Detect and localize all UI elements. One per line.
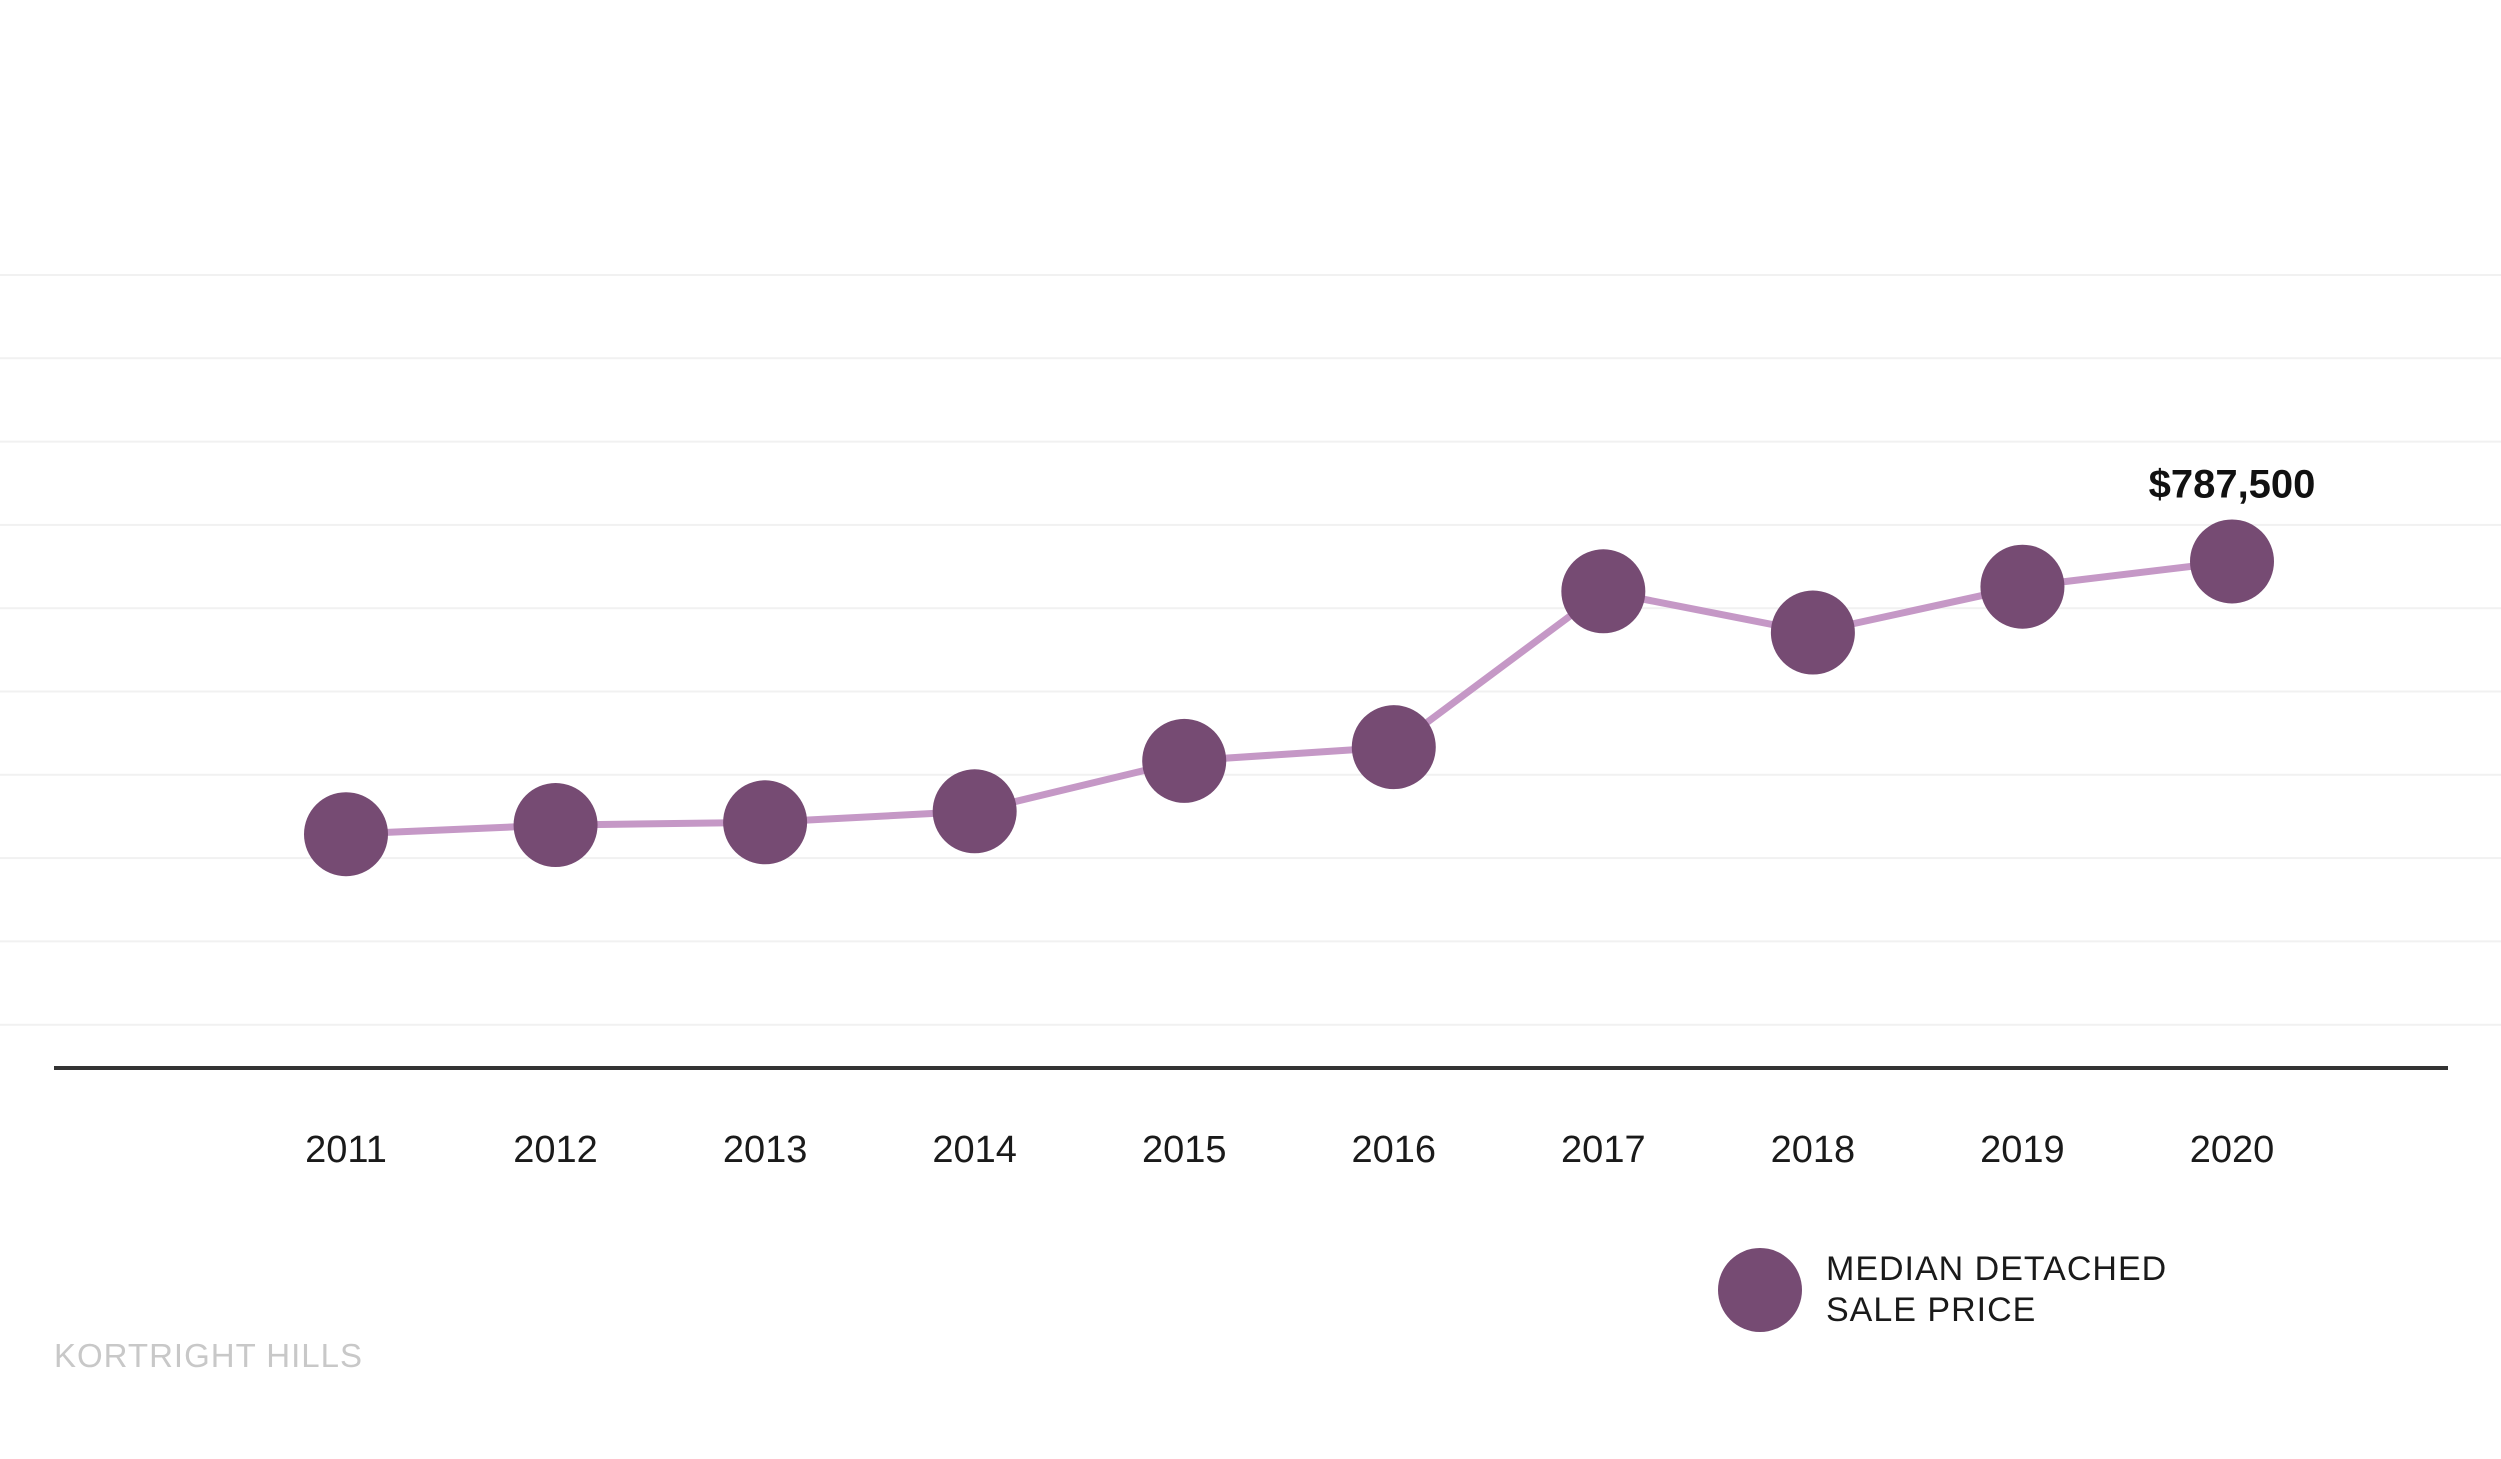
legend-label-line1: MEDIAN DETACHED <box>1826 1250 2168 1288</box>
data-point-2016 <box>1351 705 1436 790</box>
legend-label: MEDIAN DETACHED SALE PRICE <box>1826 1249 2167 1331</box>
data-point-2015 <box>1142 718 1227 803</box>
data-point-2019 <box>1980 544 2065 629</box>
x-tick-label: 2018 <box>1771 1129 1856 1171</box>
x-tick-label: 2020 <box>2190 1129 2275 1171</box>
x-tick-label: 2014 <box>932 1129 1017 1171</box>
legend: MEDIAN DETACHED SALE PRICE <box>1718 1248 2167 1332</box>
data-point-2012 <box>513 783 598 868</box>
data-point-2020 <box>2190 519 2274 604</box>
gridlines <box>0 274 2501 1026</box>
data-point-2014 <box>932 769 1017 854</box>
x-tick-label: 2015 <box>1142 1129 1227 1171</box>
x-tick-label: 2011 <box>305 1129 387 1171</box>
data-point-2018 <box>1770 590 1855 675</box>
data-label-2020: $787,500 <box>2149 462 2316 506</box>
legend-label-line2: SALE PRICE <box>1826 1291 2037 1329</box>
watermark: KORTRIGHT HILLS <box>54 1337 364 1374</box>
x-tick-label: 2016 <box>1352 1129 1437 1171</box>
data-point-2017 <box>1561 549 1646 634</box>
x-tick-label: 2012 <box>513 1129 598 1171</box>
x-tick-labels: 2011 2012 2013 2014 2015 2016 2017 2018 2019 2020 <box>305 1129 2274 1171</box>
annotations: $787,500 <box>2149 462 2316 506</box>
data-points <box>304 519 2274 877</box>
data-point-2013 <box>723 780 808 865</box>
x-tick-label: 2013 <box>723 1129 808 1171</box>
x-tick-label: 2019 <box>1980 1129 2065 1171</box>
series-line <box>345 558 2233 838</box>
x-tick-label: 2017 <box>1561 1129 1646 1171</box>
data-point-2011 <box>304 792 388 877</box>
legend-marker-icon <box>1718 1248 1802 1332</box>
